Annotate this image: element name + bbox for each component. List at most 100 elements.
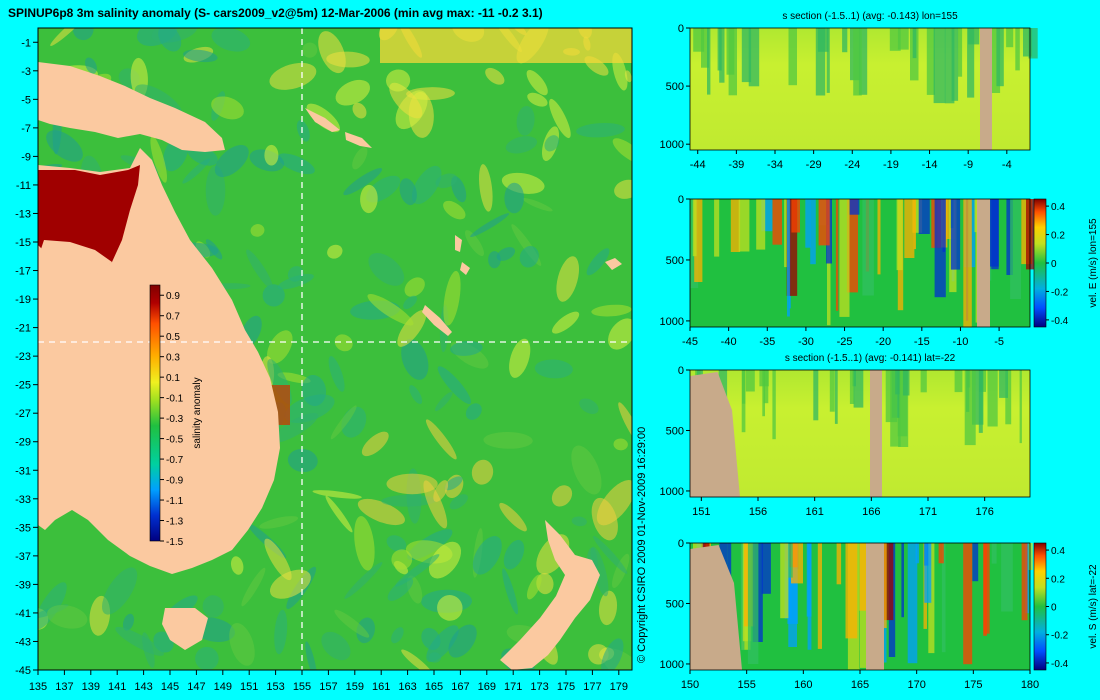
section-stripe (907, 543, 918, 664)
eddy (381, 494, 436, 507)
y-tick-label: -35 (15, 522, 31, 534)
section-stripe (954, 370, 963, 393)
section-stripe (791, 543, 803, 584)
eddy (526, 69, 548, 96)
eddy (499, 502, 527, 532)
section-stripe (928, 543, 935, 654)
section-x-tick-label: -19 (883, 159, 899, 171)
section-x-tick-label: -20 (875, 336, 891, 348)
x-tick-label: 179 (610, 681, 628, 693)
x-tick-label: 139 (82, 681, 100, 693)
x-tick-label: 137 (55, 681, 73, 693)
section-x-tick-label: -15 (914, 336, 930, 348)
eddy (612, 553, 630, 589)
x-tick-label: 175 (557, 681, 575, 693)
eddy (613, 438, 628, 451)
section-panel-4: 150 155 160 165 170 175 180 0 500 1000 0.4 0.2 0 -0.2… (660, 538, 1099, 691)
eddy (274, 609, 288, 655)
land-new-guinea (38, 62, 225, 152)
y-tick-label: -9 (21, 151, 31, 163)
eddy (505, 136, 538, 154)
section-x-tick-label: -10 (953, 336, 969, 348)
eddy (202, 595, 224, 618)
section-stripe (933, 28, 946, 104)
eddy (444, 476, 463, 491)
eddy (601, 638, 624, 670)
section-panel-2: -45 -40 -35 -30 -25 -20 -15 -10 -5 0 500 1000 0.4 0.2… (660, 194, 1099, 348)
land-fiji (605, 258, 622, 270)
section-stripe (853, 370, 864, 408)
eddy (305, 641, 317, 670)
section-x-tick-label: -25 (837, 336, 853, 348)
section-stripe (989, 199, 999, 267)
y-tick-label: -17 (15, 266, 31, 278)
eddy (593, 535, 628, 574)
section-stripe (897, 28, 909, 50)
eddy (211, 96, 244, 120)
x-tick-label: 143 (134, 681, 152, 693)
section-stripe (859, 543, 868, 611)
eddy (352, 147, 368, 170)
section-y-tick-label: 1000 (660, 316, 684, 328)
eddy (590, 546, 609, 597)
eddy (115, 626, 164, 656)
section-stripe (996, 28, 1004, 87)
eddy (421, 627, 441, 650)
section-land (690, 545, 742, 670)
eddy (526, 574, 542, 600)
section-stripe (1015, 28, 1020, 71)
section-stripe (991, 543, 997, 564)
section-stripe (787, 543, 798, 624)
y-tick-label: -11 (16, 180, 31, 192)
eddy (496, 247, 516, 261)
section-stripe (741, 28, 752, 83)
section-y-tick-label: 0 (678, 194, 684, 206)
eddy (367, 294, 414, 326)
eddy (397, 309, 427, 347)
eddy (85, 57, 97, 74)
eddy (576, 122, 625, 138)
eddy (549, 98, 571, 139)
eddy (411, 165, 442, 205)
section-stripe (836, 543, 842, 585)
eddy (483, 431, 533, 449)
section-panel-3: s section (-1.5..1) (avg: -0.141) lat=-2… (660, 353, 1031, 518)
section-stripe (963, 199, 972, 328)
section-stripe (918, 199, 930, 234)
section-x-tick-label: 150 (681, 679, 699, 691)
eddy (596, 480, 632, 526)
y-tick-label: -29 (15, 437, 31, 449)
x-tick-label: 163 (398, 681, 416, 693)
section-stripe (901, 543, 904, 618)
section-stripe (738, 199, 750, 252)
velocity-colorbar (1033, 198, 1047, 328)
eddy (516, 105, 535, 136)
section-x-tick-label: 180 (1021, 679, 1039, 691)
x-tick-label: 169 (478, 681, 496, 693)
section-stripe (748, 28, 760, 87)
section-stripe (759, 370, 769, 387)
section-stripe (805, 199, 811, 248)
section-stripe (1006, 28, 1014, 48)
section-stripe (1028, 28, 1038, 59)
section-x-tick-label: -9 (963, 159, 973, 171)
velocity-colorbar (1033, 542, 1047, 671)
eddy (586, 248, 610, 276)
x-tick-label: 135 (29, 681, 47, 693)
section-y-tick-label: 0 (678, 538, 684, 550)
eddy (150, 135, 168, 183)
section-land (870, 370, 882, 497)
eddy (230, 556, 244, 575)
section-stripe (813, 370, 819, 421)
section-stripe (694, 199, 703, 282)
eddy (502, 568, 519, 615)
eddy (519, 246, 539, 268)
colorbar-tick-label: 0.9 (166, 291, 180, 302)
eddy (386, 473, 438, 495)
section-stripe (815, 28, 826, 96)
section-land (866, 543, 884, 670)
eddy (399, 178, 417, 206)
section-x-tick-label: 155 (737, 679, 755, 691)
y-tick-label: -15 (15, 237, 31, 249)
eddy (296, 120, 310, 142)
